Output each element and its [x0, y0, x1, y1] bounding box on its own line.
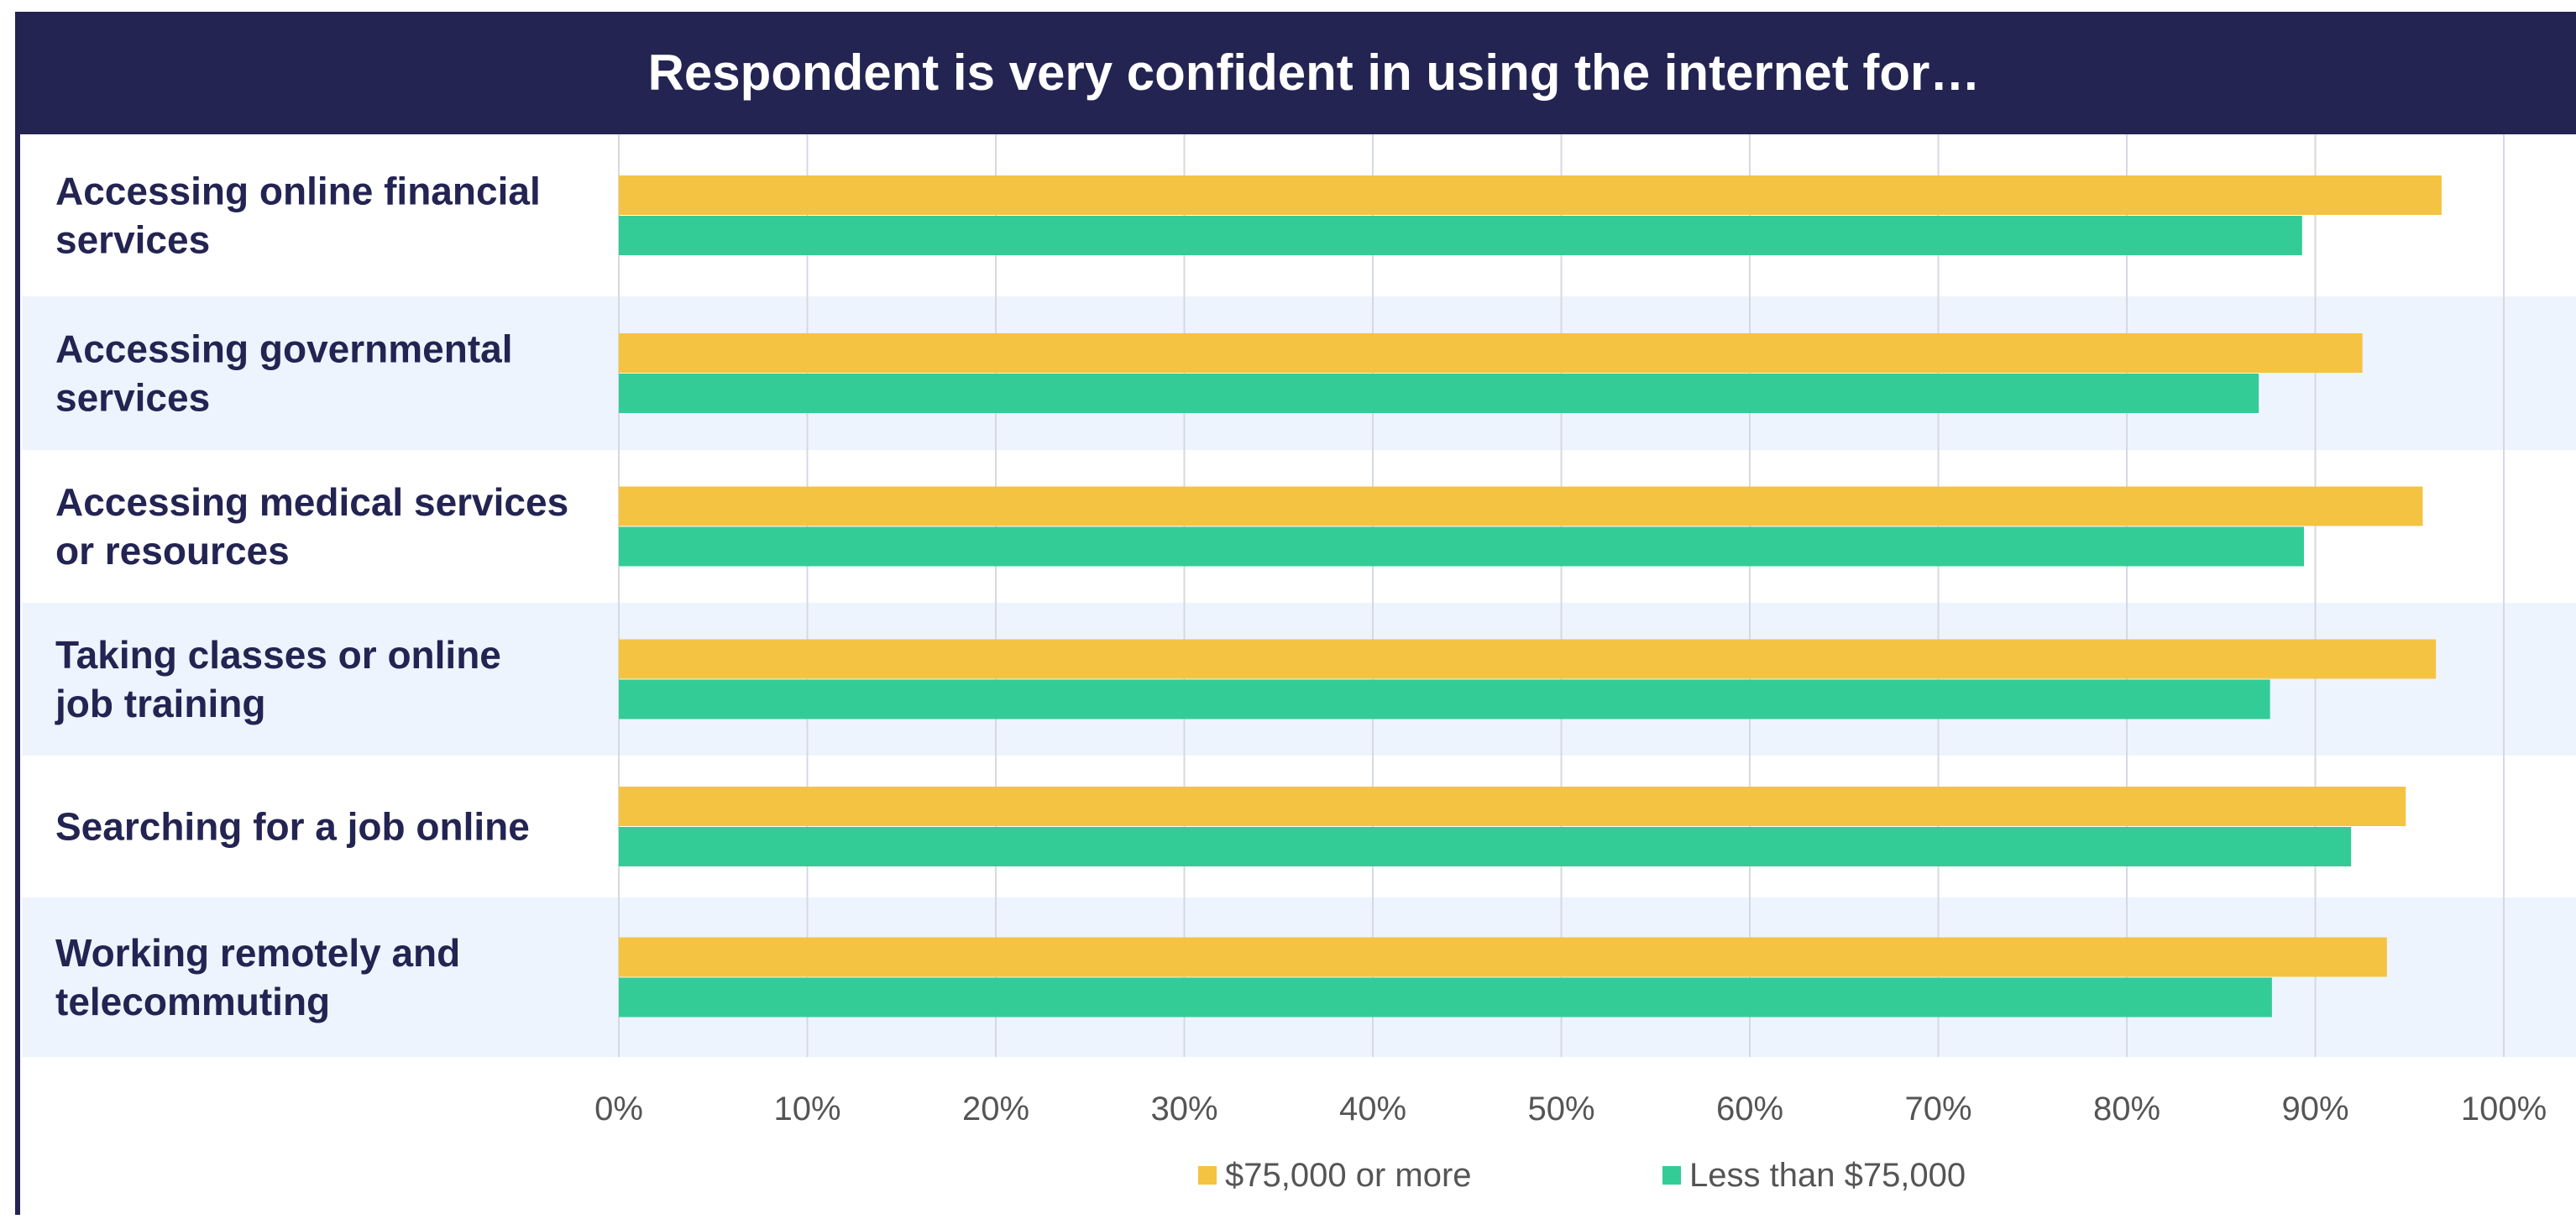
- category-label: or resources: [55, 529, 290, 573]
- bar-high-income: [619, 175, 2442, 215]
- bar-low-income: [619, 526, 2305, 567]
- bar-high-income: [619, 639, 2437, 679]
- bar-low-income: [619, 679, 2270, 719]
- title-banner: [18, 12, 2576, 134]
- row-band: [22, 897, 2576, 1057]
- x-tick-label: 50%: [1527, 1091, 1594, 1127]
- bar-high-income: [619, 937, 2387, 977]
- category-label: services: [55, 376, 210, 420]
- x-tick-label: 30%: [1150, 1091, 1217, 1127]
- x-tick-label: 80%: [2093, 1091, 2160, 1127]
- category-label: telecommuting: [55, 980, 330, 1023]
- legend-swatch: [1198, 1166, 1217, 1185]
- chart-title: Respondent is very confident in using th…: [648, 44, 1981, 101]
- x-tick-label: 70%: [1904, 1091, 1971, 1127]
- row-band: [22, 603, 2576, 756]
- x-tick-label: 20%: [962, 1091, 1029, 1127]
- category-label: Taking classes or online: [55, 633, 501, 677]
- category-label: Accessing medical services: [55, 480, 568, 524]
- x-tick-label: 10%: [773, 1091, 840, 1127]
- x-tick-label: 40%: [1339, 1091, 1406, 1127]
- row-band: [22, 296, 2576, 450]
- legend-label: Less than $75,000: [1689, 1157, 1966, 1194]
- category-label: services: [55, 218, 210, 262]
- category-label: Working remotely and: [55, 931, 460, 975]
- bar-low-income: [619, 827, 2352, 866]
- category-label: Searching for a job online: [55, 805, 530, 849]
- bar-low-income: [619, 216, 2302, 255]
- legend-label: $75,000 or more: [1225, 1157, 1472, 1194]
- bar-high-income: [619, 333, 2363, 373]
- x-tick-label: 0%: [594, 1091, 643, 1127]
- bar-low-income: [619, 374, 2259, 413]
- legend-swatch: [1662, 1166, 1681, 1185]
- bar-low-income: [619, 977, 2272, 1018]
- category-label: job training: [55, 682, 265, 725]
- bar-high-income: [619, 787, 2406, 826]
- x-tick-label: 100%: [2461, 1091, 2547, 1127]
- bar-high-income: [619, 486, 2423, 526]
- frame-border-left: [15, 12, 20, 1215]
- x-tick-label: 90%: [2281, 1091, 2348, 1127]
- category-label: Accessing governmental: [55, 327, 513, 371]
- x-tick-label: 60%: [1716, 1091, 1783, 1127]
- category-label: Accessing online financial: [55, 170, 541, 213]
